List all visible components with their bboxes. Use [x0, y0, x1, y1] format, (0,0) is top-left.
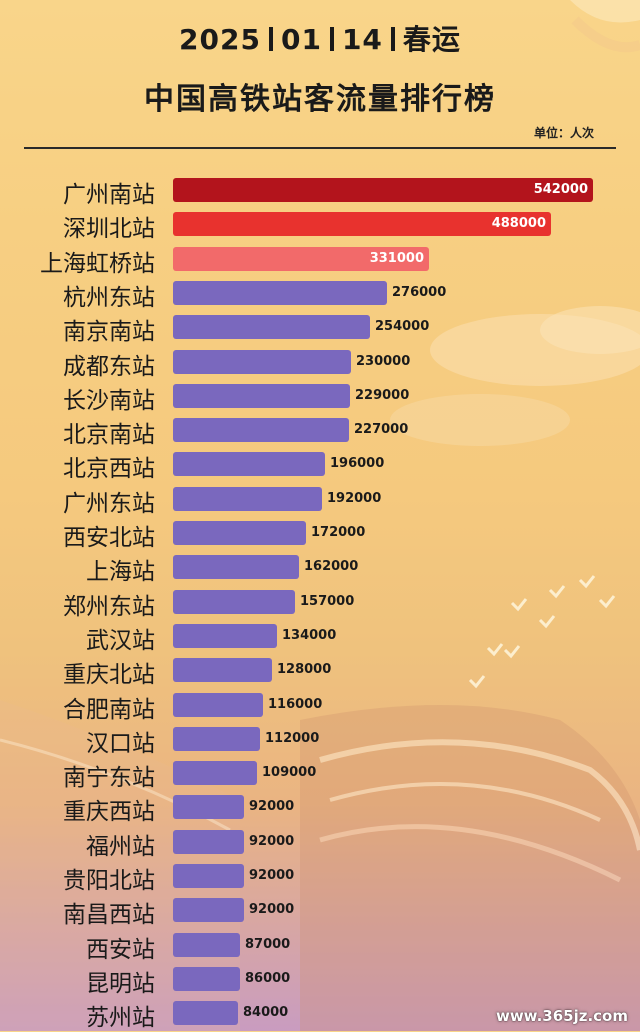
bar — [173, 589, 295, 614]
bar — [173, 795, 244, 820]
value-label: 92000 — [249, 833, 295, 849]
category-label: 北京南站 — [63, 422, 155, 449]
watermark: www.365jz.com — [495, 1007, 628, 1025]
header-day: 14 — [341, 23, 383, 56]
bar — [173, 623, 277, 648]
bar — [173, 452, 325, 477]
header-event: 春运 — [402, 23, 461, 56]
value-label: 134000 — [282, 627, 337, 643]
top-right-ornament-ring — [571, 16, 640, 53]
bird-decoration — [468, 575, 616, 689]
bar — [173, 418, 349, 443]
cloud-decoration — [390, 394, 570, 446]
bar — [173, 212, 551, 237]
category-label: 上海站 — [86, 559, 155, 586]
bar — [173, 178, 593, 202]
category-label: 深圳北站 — [63, 216, 155, 243]
category-label: 成都东站 — [63, 353, 155, 380]
value-label: 230000 — [356, 353, 411, 369]
value-label: 542000 — [533, 182, 588, 197]
category-label: 杭州东站 — [63, 284, 155, 311]
category-label: 广州南站 — [63, 182, 155, 208]
category-label: 昆明站 — [86, 970, 155, 997]
value-label: 172000 — [311, 525, 366, 540]
category-label: 合肥南站 — [63, 696, 155, 723]
category-label: 武汉站 — [86, 627, 155, 654]
category-label: 汉口站 — [86, 730, 155, 757]
bar — [173, 966, 240, 991]
category-label: 上海虹桥站 — [40, 250, 155, 277]
bar — [173, 1001, 238, 1026]
bar — [173, 898, 244, 923]
category-label: 郑州东站 — [63, 593, 155, 620]
value-label: 196000 — [330, 456, 385, 472]
category-label: 西安北站 — [63, 525, 155, 551]
value-label: 92000 — [249, 799, 295, 815]
bar — [173, 349, 351, 374]
category-label: 苏州站 — [86, 1005, 155, 1032]
separator-bar — [390, 27, 395, 51]
value-label: 112000 — [265, 730, 320, 746]
bar — [173, 486, 322, 511]
category-label: 西安站 — [86, 936, 155, 963]
category-label: 重庆西站 — [63, 799, 155, 826]
chart-title: 中国高铁站客流量排行榜 — [144, 82, 496, 117]
category-label: 南昌西站 — [63, 902, 155, 929]
category-label: 广州东站 — [63, 490, 155, 517]
category-label: 南宁东站 — [63, 765, 155, 792]
value-label: 276000 — [392, 284, 447, 300]
bar — [173, 692, 263, 717]
category-label: 贵阳北站 — [63, 868, 155, 894]
value-label: 162000 — [304, 559, 359, 575]
value-label: 229000 — [355, 387, 410, 403]
bar — [173, 761, 257, 786]
bar — [173, 246, 429, 271]
bar — [173, 315, 370, 340]
cloud-decoration — [540, 306, 640, 354]
value-label: 92000 — [249, 868, 295, 883]
value-label: 92000 — [249, 902, 295, 918]
value-label: 109000 — [262, 765, 317, 781]
category-label: 长沙南站 — [63, 387, 155, 414]
bar — [173, 555, 299, 580]
header-date-line: 2025 01 14 春运 — [0, 18, 640, 58]
bar — [173, 726, 260, 751]
header-month: 01 — [280, 23, 322, 56]
bar — [173, 932, 240, 957]
bar — [173, 658, 272, 683]
bar — [173, 829, 244, 854]
top-right-ornament — [570, 0, 640, 23]
value-label: 87000 — [245, 936, 291, 952]
header-divider — [24, 147, 616, 149]
separator-bar — [329, 27, 334, 51]
bar — [173, 864, 244, 888]
category-label: 南京南站 — [63, 319, 155, 346]
value-label: 84000 — [243, 1005, 289, 1021]
value-label: 331000 — [369, 250, 424, 266]
value-label: 254000 — [375, 319, 430, 335]
bar — [173, 383, 350, 408]
separator-bar — [268, 27, 273, 51]
category-label: 北京西站 — [63, 456, 155, 483]
header-year: 2025 — [179, 23, 261, 56]
unit-label: 单位：人次 — [533, 126, 594, 140]
bar — [173, 521, 306, 545]
category-label: 重庆北站 — [63, 662, 155, 689]
category-label: 福州站 — [86, 833, 155, 860]
value-label: 488000 — [491, 216, 546, 232]
value-label: 227000 — [354, 422, 409, 438]
value-label: 116000 — [268, 696, 323, 712]
value-label: 86000 — [245, 970, 291, 986]
bar — [173, 280, 387, 305]
value-label: 128000 — [277, 662, 332, 678]
value-label: 192000 — [327, 490, 382, 506]
value-label: 157000 — [300, 593, 355, 609]
